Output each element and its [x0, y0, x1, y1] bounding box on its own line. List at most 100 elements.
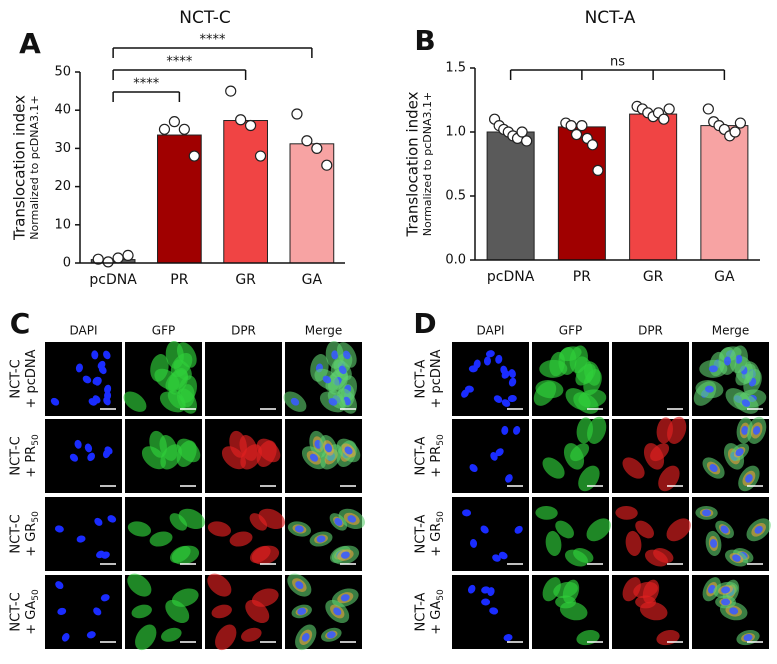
nucleus: [57, 607, 67, 616]
nucleus: [702, 509, 712, 517]
row-label: + PR50: [24, 434, 41, 478]
nucleus: [100, 594, 110, 602]
significance-label: ns: [610, 55, 625, 70]
nucleus: [74, 439, 82, 449]
y-tick-label: 50: [54, 65, 71, 80]
significance-label: ****: [133, 77, 160, 92]
nucleus: [82, 375, 92, 384]
row-label: NCT-A: [414, 436, 429, 475]
column-header: Merge: [305, 324, 342, 338]
nucleus: [69, 453, 79, 462]
cell-dpr: [644, 549, 668, 567]
nucleus: [295, 581, 304, 590]
row-label: NCT-C: [9, 436, 24, 475]
data-point: [112, 252, 124, 264]
nucleus: [75, 363, 83, 373]
micrograph: [612, 342, 689, 416]
nucleus: [309, 453, 319, 462]
nucleus: [721, 586, 731, 594]
row-label: NCT-A: [414, 514, 429, 553]
nucleus: [100, 551, 110, 559]
cell-gfp: [149, 531, 173, 547]
cell-gfp: [154, 368, 180, 391]
data-point: [244, 119, 257, 132]
nucleus: [508, 377, 517, 387]
nucleus: [340, 551, 350, 559]
nucleus: [297, 607, 307, 616]
nucleus: [334, 517, 343, 526]
row-label: + GA50: [429, 589, 446, 635]
cell-dpr: [256, 438, 281, 463]
nucleus: [508, 369, 516, 378]
y-axis-sublabel: Normalized to pcDNA3.1+: [28, 95, 41, 239]
nucleus: [720, 525, 729, 534]
x-tick-label: pcDNA: [89, 272, 137, 288]
nucleus: [710, 538, 718, 548]
nucleus: [343, 350, 351, 360]
nucleus: [294, 525, 304, 533]
cell-gfp: [535, 380, 564, 399]
cell-dpr: [207, 521, 232, 537]
column-header: GFP: [559, 324, 582, 338]
cell-gfp: [123, 391, 147, 412]
data-point: [576, 119, 588, 132]
data-point: [301, 135, 313, 147]
cell-gfp: [564, 549, 588, 567]
nucleus: [498, 551, 508, 560]
row-label: + pcDNA: [24, 349, 39, 408]
nucleus: [513, 425, 521, 435]
nucleus: [514, 525, 523, 534]
nucleus: [501, 425, 509, 435]
nucleus: [708, 365, 718, 373]
panel-label: A: [19, 27, 41, 60]
nucleus: [347, 515, 357, 523]
nucleus: [704, 385, 714, 393]
cell-gfp: [586, 518, 611, 542]
data-point: [225, 85, 237, 97]
panel-label: C: [10, 307, 31, 340]
nucleus: [87, 452, 95, 462]
cell-gfp: [555, 595, 577, 609]
cell-gfp: [570, 443, 590, 462]
data-point: [658, 113, 670, 125]
nucleus: [489, 607, 499, 615]
nucleus: [745, 474, 753, 483]
nucleus: [338, 365, 347, 375]
x-tick-label: pcDNA: [487, 269, 535, 285]
column-header: DAPI: [69, 324, 97, 338]
column-header: DPR: [638, 324, 663, 338]
cell-gfp: [578, 465, 600, 492]
nucleus: [492, 554, 501, 562]
nucleus: [505, 474, 513, 483]
cell-dpr: [215, 624, 237, 651]
significance-label: ****: [166, 55, 193, 70]
row-label: + GR50: [24, 511, 41, 557]
row-label-subscript: 50: [31, 589, 41, 601]
panel-label: B: [414, 24, 435, 57]
data-point: [178, 123, 190, 135]
chart-title: NCT-C: [179, 8, 230, 28]
nucleus: [103, 350, 111, 360]
row-label-text: + GA: [24, 601, 39, 635]
nucleus: [735, 448, 744, 457]
nucleus: [501, 399, 511, 407]
x-tick-label: GR: [643, 269, 664, 285]
nucleus: [55, 581, 64, 590]
cell-dpr: [658, 465, 680, 492]
x-tick-label: GA: [302, 272, 323, 288]
y-tick-label: 0: [63, 256, 71, 271]
nucleus: [495, 354, 503, 364]
row-label-subscript: 50: [436, 589, 446, 601]
nucleus: [76, 535, 86, 543]
cell-dpr: [635, 595, 657, 609]
row-label: NCT-C: [9, 514, 24, 553]
nucleus: [328, 398, 338, 406]
cell-dpr: [207, 573, 232, 597]
y-tick-label: 30: [54, 141, 71, 156]
cell-dpr: [615, 505, 638, 520]
data-point: [570, 128, 583, 141]
nucleus: [741, 399, 751, 407]
nucleus: [735, 354, 743, 364]
cell-dpr: [211, 604, 232, 619]
data-point: [311, 142, 323, 154]
